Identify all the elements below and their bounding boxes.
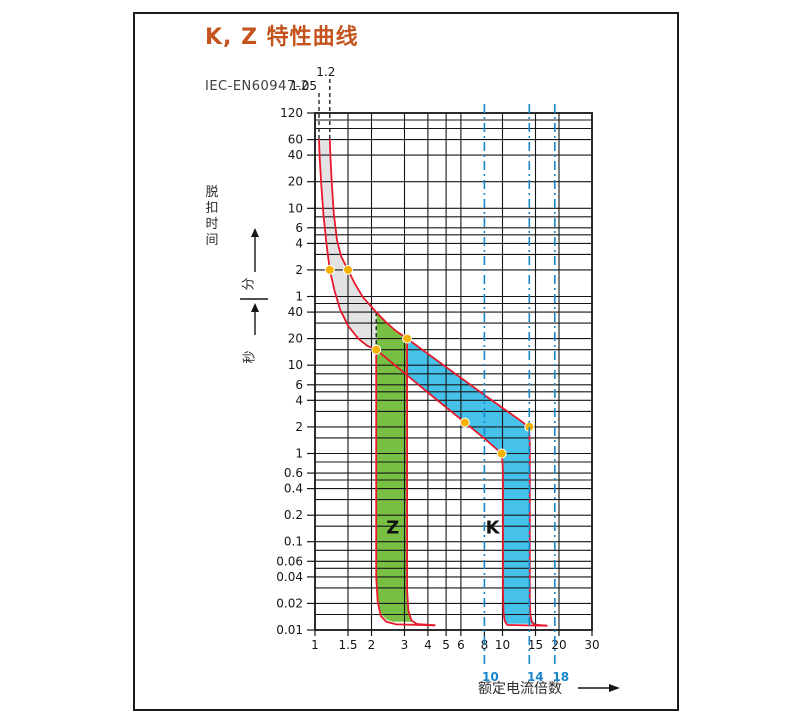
y-tick-label: 0.06 <box>276 554 303 568</box>
y-axis-title-char: 时 <box>205 217 218 232</box>
y-tick-label: 20 <box>288 175 303 189</box>
region-zone-z <box>376 313 413 622</box>
x-tick-label: 20 <box>551 638 566 652</box>
y-axis-title-char: 扣 <box>205 201 218 216</box>
chart-title: K, Z 特性曲线 <box>205 25 359 50</box>
y-axis-title-char: 间 <box>205 233 218 248</box>
test-point-dot <box>371 344 382 355</box>
up-arrow-icon <box>251 228 259 237</box>
x-axis-title: 额定电流倍数 <box>478 681 562 697</box>
y-tick-label: 0.1 <box>284 535 303 549</box>
y-tick-label: 40 <box>288 148 303 162</box>
x-tick-label: 3 <box>401 638 409 652</box>
y-tick-label: 6 <box>295 221 303 235</box>
y-tick-label: 0.04 <box>276 570 303 584</box>
test-point-dot <box>402 333 413 344</box>
y-tick-label: 4 <box>295 393 303 407</box>
x-tick-label: 8 <box>481 638 489 652</box>
test-point-dot <box>459 417 470 428</box>
y-tick-label: 2 <box>295 263 303 277</box>
blue-reference-label: 10 <box>482 670 499 684</box>
curve-z-left-branch <box>375 348 436 627</box>
unit-label-seconds: 秒 <box>243 350 258 363</box>
y-tick-label: 120 <box>280 106 303 120</box>
x-tick-label: 2 <box>368 638 376 652</box>
y-tick-label: 0.2 <box>284 508 303 522</box>
y-axis-title-char: 脱 <box>205 185 218 200</box>
y-tick-label: 0.01 <box>276 623 303 637</box>
curve-z-right-branch <box>406 337 436 627</box>
y-tick-label: 1 <box>295 290 303 304</box>
y-tick-label: 60 <box>288 133 303 147</box>
y-tick-label: 10 <box>288 358 303 372</box>
x-tick-label: 1.5 <box>338 638 357 652</box>
test-point-dot <box>496 448 507 459</box>
x-tick-label: 6 <box>457 638 465 652</box>
standard-label: IEC-EN60947-2 <box>205 79 310 94</box>
ref-label-1.2: 1.2 <box>316 65 335 79</box>
test-point-dot <box>343 264 353 275</box>
right-arrow-icon <box>609 684 620 692</box>
x-tick-label: 30 <box>584 638 599 652</box>
blue-reference-label: 18 <box>552 670 569 684</box>
x-tick-label: 15 <box>528 638 543 652</box>
y-tick-label: 20 <box>288 332 303 346</box>
y-tick-label: 40 <box>288 305 303 319</box>
unit-label-minutes: 分 <box>242 277 257 290</box>
x-tick-label: 4 <box>424 638 432 652</box>
y-tick-label: 0.6 <box>284 466 303 480</box>
y-tick-label: 1 <box>295 447 303 461</box>
zone-label-k: K <box>486 518 501 539</box>
y-tick-label: 10 <box>288 201 303 215</box>
y-tick-label: 6 <box>295 378 303 392</box>
y-tick-label: 0.4 <box>284 482 303 496</box>
plot-frame <box>314 112 593 631</box>
y-tick-label: 2 <box>295 420 303 434</box>
test-point-dot <box>324 264 335 275</box>
y-tick-label: 4 <box>295 236 303 250</box>
ref-label-1.05: 1.05 <box>290 79 317 93</box>
x-tick-label: 1 <box>311 638 319 652</box>
zone-label-z: Z <box>386 518 399 539</box>
x-tick-label: 5 <box>442 638 450 652</box>
y-tick-label: 0.02 <box>276 596 303 610</box>
x-tick-label: 10 <box>495 638 510 652</box>
region-zone-k <box>407 339 538 624</box>
up-arrow-icon <box>251 303 259 312</box>
blue-reference-label: 14 <box>527 670 544 684</box>
